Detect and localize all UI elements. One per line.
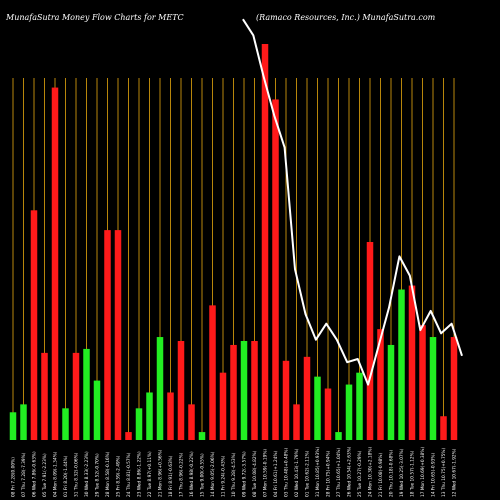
volume-bar: [335, 432, 342, 440]
volume-bar: [41, 352, 48, 440]
x-tick-label: 20 Thu 10.18(-0.68%): [389, 450, 395, 497]
x-tick-label: 16 Wed 8.98(-0.22%): [189, 451, 195, 497]
volume-bars: [9, 44, 458, 440]
price-line: [242, 18, 463, 386]
x-tick-label: 14 Fri 10.65(-0.93%): [431, 453, 437, 497]
volume-bar: [230, 344, 237, 440]
x-tick-label: 27 Thu 10.65(+1.04%): [336, 448, 342, 497]
x-tick-label: 15 Tue 9.00(-0.55%): [200, 453, 206, 497]
volume-bar: [251, 341, 258, 440]
x-tick-label: 13 Thu 10.75(+0.75%): [441, 448, 447, 497]
x-tick-label: 08 Fri 7.28(0.00%): [11, 457, 17, 497]
volume-bar: [282, 360, 290, 440]
x-tick-label: 18 Fri 8.91(-0.63%): [168, 455, 174, 497]
x-tick-label: 07 Thu 7.28(-7.39%): [21, 452, 27, 497]
volume-bar: [429, 337, 437, 440]
x-tick-label: 22 Tue 8.97(+0.11%): [147, 451, 153, 497]
volume-bar: [198, 432, 206, 440]
x-tick-label: 19 Wed 10.25(-3.07%): [399, 448, 405, 497]
volume-bar: [93, 380, 101, 440]
volume-bar: [135, 408, 143, 440]
volume-bar: [272, 99, 279, 440]
volume-bar: [20, 404, 27, 440]
x-tick-label: 23 Wed 8.86(-1.22%): [137, 451, 143, 497]
volume-bar: [156, 337, 164, 440]
x-tick-label: 02 Wed 10.43(-1.79%): [294, 448, 300, 497]
x-tick-label: 12 Wed 10.67(-1.92%): [452, 448, 458, 497]
x-tick-label: 10 Thu 9.28(-4.53%): [231, 452, 237, 497]
x-tick-label: 18 Tue 10.57(-1.12%): [410, 450, 416, 497]
x-tick-label: 01 Tue 10.62(-2.11%): [305, 450, 311, 497]
volume-bar: [387, 344, 395, 440]
volume-bar: [345, 384, 353, 440]
volume-bar: [293, 404, 300, 440]
chart-header-right: (Ramaco Resources, Inc.) MunafaSutra.com: [256, 13, 436, 22]
x-tick-label: 21 Mon 8.96(+0.56%): [158, 449, 164, 497]
x-tick-label: 31 Mon 10.85(+0.93%): [315, 447, 321, 497]
x-tick-label: 09 Wed 9.72(-3.57%): [242, 451, 248, 497]
volume-bar: [62, 408, 69, 440]
volume-bar: [146, 392, 153, 440]
x-axis-tick-labels: 08 Fri 7.28(0.00%) 07 Thu 7.28(-7.39%) 06 …: [11, 446, 458, 497]
x-tick-label: 31 Thu 8.32(-0.06%): [74, 452, 80, 497]
x-tick-label: 30 Wed 8.33(-2.23%): [84, 451, 90, 497]
volume-bar: [188, 404, 195, 440]
x-tick-label: 28 Fri 10.75(+0.94%): [326, 450, 332, 497]
volume-bar: [303, 356, 311, 440]
volume-bar: [30, 210, 38, 440]
volume-bar: [356, 372, 363, 440]
volume-bar: [324, 388, 332, 440]
volume-bar: [377, 329, 384, 440]
x-tick-label: 25 Fri 8.59(-2.49%): [116, 455, 122, 497]
volume-bar: [9, 412, 17, 440]
volume-bar: [125, 432, 132, 440]
volume-bar: [408, 285, 416, 440]
x-tick-label: 11 Fri 9.24(-0.43%): [221, 455, 227, 497]
x-tick-label: 17 Thu 8.96(-0.22%): [179, 452, 185, 497]
volume-bar: [366, 242, 374, 440]
volume-bar: [240, 341, 248, 440]
volume-bar: [440, 416, 447, 440]
x-tick-label: 06 Wed 7.86(-0.63%): [32, 451, 38, 497]
x-tick-label: 28 Mon 8.58(-0.16%): [105, 451, 111, 497]
x-tick-label: 29 Tue 8.52(-0.70%): [95, 453, 101, 497]
chart-header-left: MunafaSutra Money Flow Charts for METC: [5, 13, 184, 22]
x-tick-label: 24 Thu 8.81(-0.57%): [126, 452, 132, 497]
x-tick-label: 01 Fri 8.20(-1.44%): [63, 455, 69, 497]
volume-bar: [261, 44, 269, 440]
volume-bar: [83, 348, 90, 440]
volume-bar: [314, 376, 321, 440]
volume-bar: [209, 305, 216, 440]
x-tick-label: 07 Mon 10.59(-0.19%): [263, 449, 269, 497]
x-tick-label: 14 Mon 9.05(-2.06%): [210, 451, 216, 497]
volume-bar: [72, 352, 80, 440]
x-tick-label: 21 Fri 10.08(-0.98%): [378, 453, 384, 497]
x-tick-label: 04 Fri 10.61(+1.24%): [273, 450, 279, 497]
volume-bar: [167, 392, 174, 440]
volume-bar: [51, 87, 59, 440]
x-tick-label: 05 Tue 7.91(-2.23%): [42, 453, 48, 497]
x-tick-label: 04 Mon 8.09(-1.34%): [53, 451, 59, 497]
volume-bar: [450, 337, 458, 440]
volume-bar: [419, 325, 426, 440]
x-tick-label: 08 Tue 10.08(-4.82%): [252, 450, 258, 497]
volume-bar: [177, 341, 185, 440]
x-tick-label: 17 Mon 10.69(+0.38%): [420, 447, 426, 497]
x-tick-label: 25 Tue 10.27(-0.29%): [357, 450, 363, 497]
volume-bar: [104, 230, 111, 440]
x-tick-label: 24 Mon 10.30(+2.18%): [368, 447, 374, 497]
volume-bar: [219, 372, 227, 440]
x-tick-label: 03 Thu 10.48(+0.48%): [284, 448, 290, 497]
x-tick-label: 26 Wed 10.54(+2.63%): [347, 446, 353, 497]
volume-bar: [398, 289, 405, 440]
volume-bar: [114, 230, 122, 440]
